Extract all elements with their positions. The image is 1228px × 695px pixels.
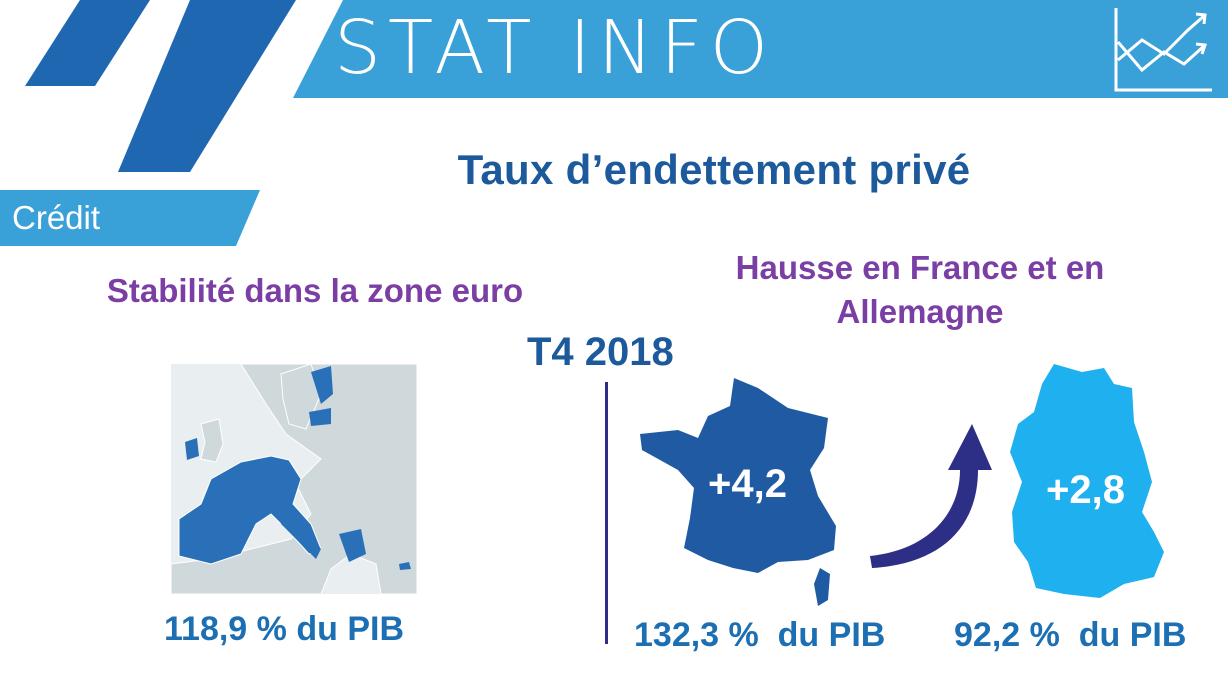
line-chart-up-icon [1114,8,1212,92]
france-map [640,378,836,606]
page-title: Taux d’endettement privé [457,146,971,193]
france-stat: 132,3 % du PIB [634,616,886,654]
header-banner: STAT INFO Crédit [0,0,1228,250]
divider [605,382,608,644]
banner-band [293,0,1228,98]
france-change: +4,2 [708,462,787,506]
banner-title: STAT INFO [334,5,776,91]
category-label: Crédit [12,199,101,236]
euro-area-map [171,364,417,594]
euro-area-subtitle: Stabilité dans la zone euro [106,272,524,309]
banner-shapes [0,0,1228,246]
corsica [814,568,830,606]
germany-stat: 92,2 % du PIB [954,616,1187,654]
category-tag-bg [0,190,260,246]
germany-change: +2,8 [1046,468,1125,512]
germany-map [1010,364,1164,598]
euro-area-stat: 118,9 % du PIB [164,610,404,648]
banner-stripe-left [25,0,150,86]
curved-arrow-up-icon [870,424,992,568]
banner-stripe-right [118,0,296,172]
period-label: T4 2018 [527,330,674,374]
france-germany-subtitle: Hausse en France et en Allemagne [735,249,1105,330]
